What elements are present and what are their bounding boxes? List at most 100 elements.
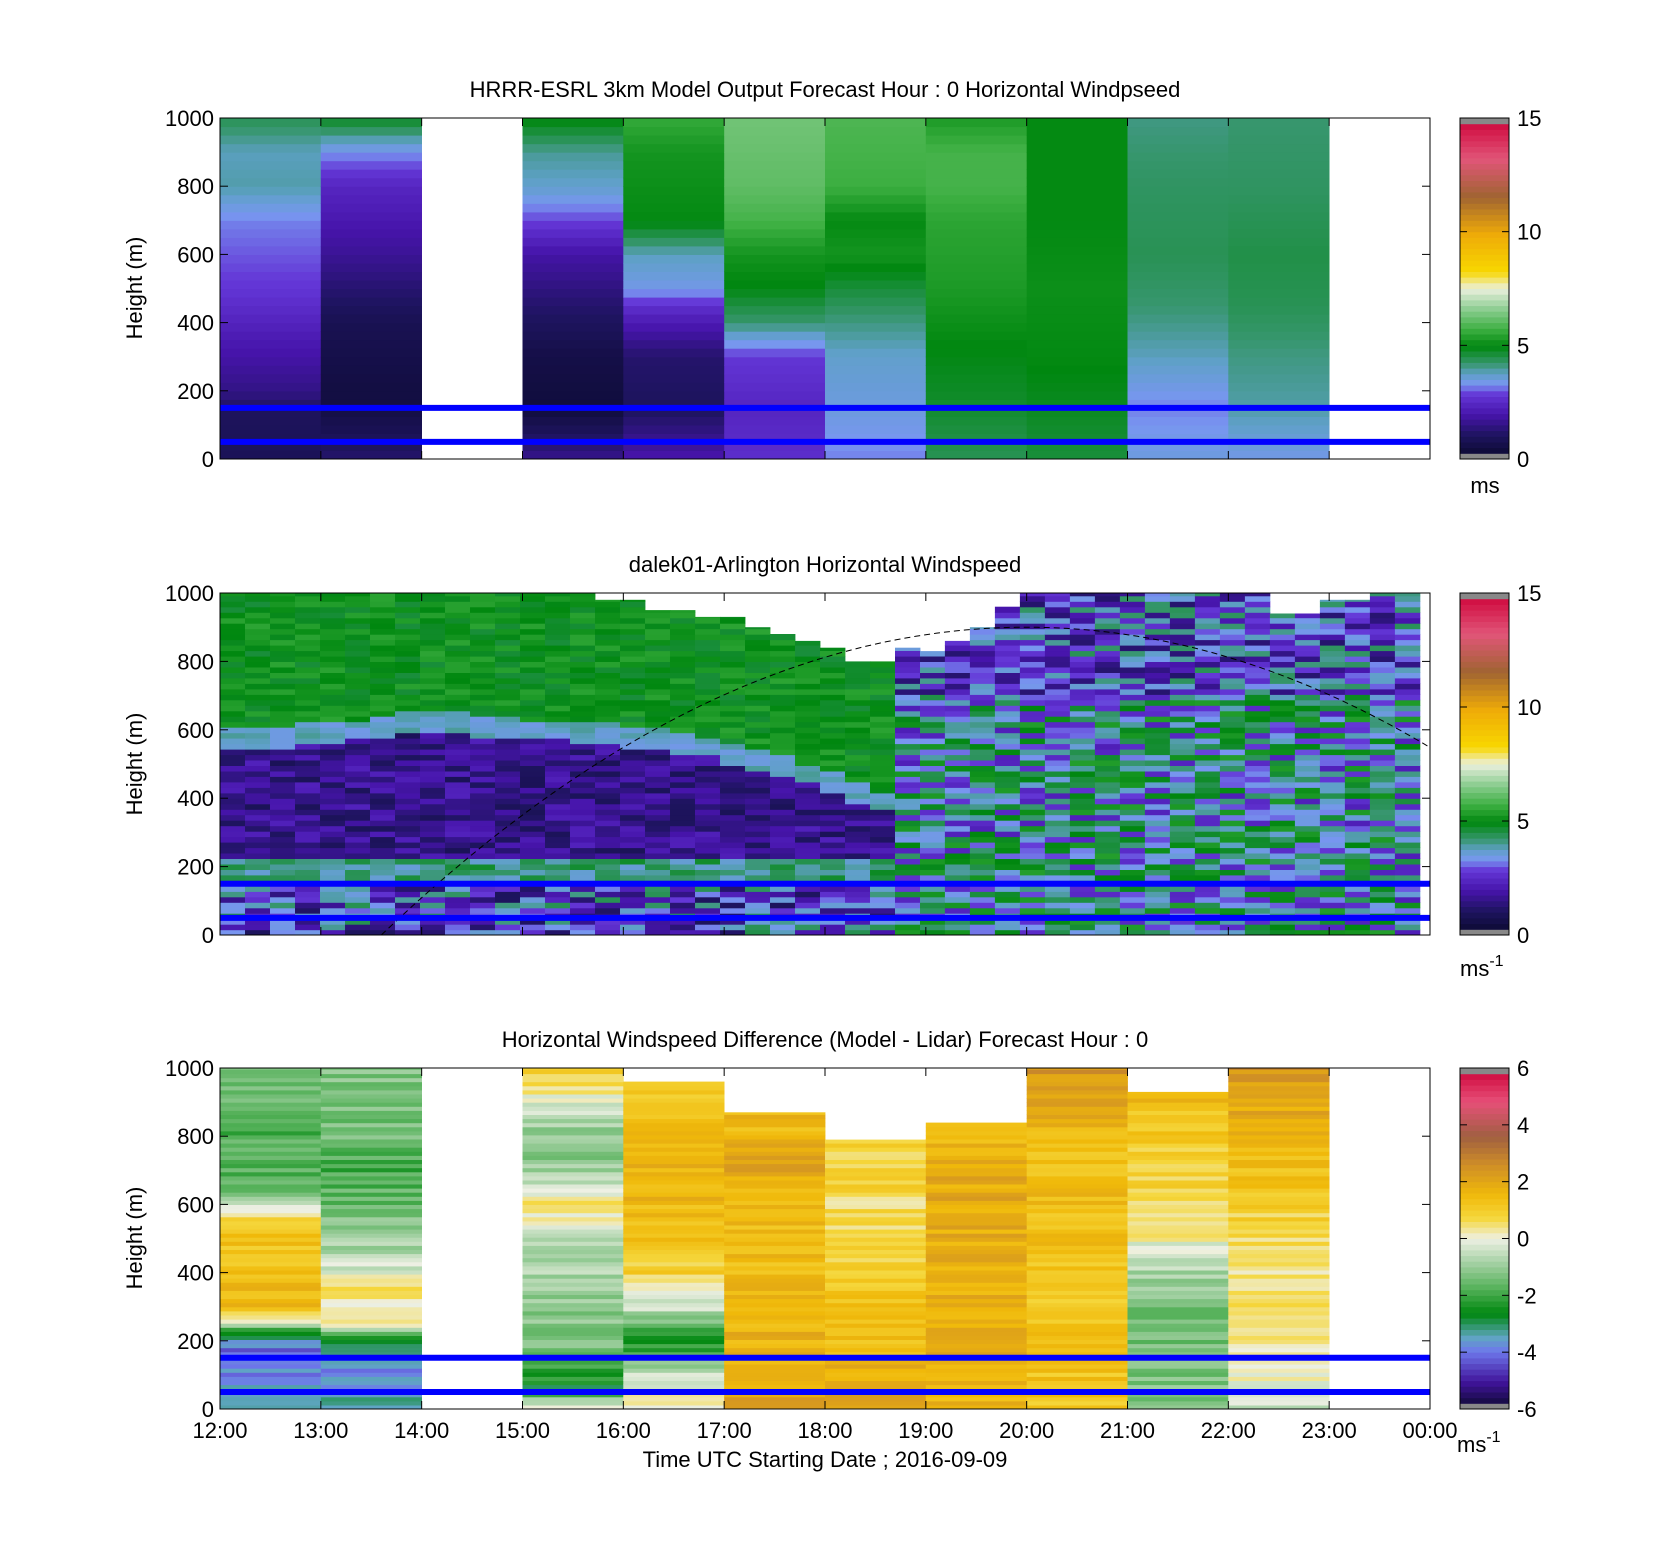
heatmap-cell bbox=[1169, 650, 1196, 657]
heatmap-cell bbox=[1119, 831, 1146, 838]
heatmap-cell bbox=[295, 918, 321, 925]
colorbar-segment bbox=[1460, 413, 1509, 420]
heatmap-cell bbox=[1144, 732, 1171, 739]
heatmap-cell bbox=[720, 655, 746, 662]
heatmap-cell bbox=[522, 194, 624, 204]
panel-model-cells bbox=[220, 118, 1430, 459]
heatmap-cell bbox=[495, 601, 521, 608]
heatmap-cell bbox=[969, 787, 996, 794]
heatmap-cell bbox=[925, 211, 1027, 221]
heatmap-cell bbox=[1369, 787, 1396, 794]
colorbar-segment bbox=[1460, 379, 1509, 386]
heatmap-cell bbox=[1044, 661, 1071, 668]
panel-difference-cells bbox=[220, 1068, 1430, 1409]
heatmap-cell bbox=[795, 705, 821, 712]
heatmap-cell bbox=[545, 820, 571, 827]
heatmap-cell bbox=[295, 874, 321, 881]
colorbar-segment bbox=[1460, 678, 1509, 685]
heatmap-cell bbox=[1119, 847, 1146, 854]
heatmap-cell bbox=[495, 896, 521, 903]
heatmap-cell bbox=[1019, 759, 1046, 766]
heatmap-cell bbox=[220, 1171, 322, 1177]
heatmap-cell bbox=[1228, 1233, 1330, 1238]
heatmap-cell bbox=[720, 809, 746, 816]
heatmap-cell bbox=[724, 1310, 826, 1316]
heatmap-cell bbox=[825, 1298, 927, 1304]
heatmap-cell bbox=[420, 650, 446, 657]
heatmap-cell bbox=[745, 743, 771, 750]
heatmap-cell bbox=[1228, 1200, 1330, 1205]
heatmap-cell bbox=[1169, 847, 1196, 854]
heatmap-cell bbox=[270, 601, 296, 608]
heatmap-cell bbox=[724, 382, 826, 392]
heatmap-cell bbox=[994, 683, 1021, 690]
heatmap-cell bbox=[920, 710, 946, 717]
heatmap-cell bbox=[670, 699, 696, 706]
heatmap-cell bbox=[1319, 869, 1346, 876]
colorbar-segment bbox=[1460, 1392, 1509, 1399]
heatmap-cell bbox=[645, 754, 671, 761]
heatmap-cell bbox=[1169, 891, 1196, 898]
heatmap-cell bbox=[724, 1143, 826, 1148]
heatmap-cell bbox=[420, 634, 446, 641]
heatmap-cell bbox=[1228, 1151, 1330, 1156]
heatmap-cell bbox=[345, 732, 371, 739]
heatmap-cell bbox=[1044, 891, 1071, 898]
heatmap-cell bbox=[944, 792, 971, 799]
heatmap-cell bbox=[220, 407, 322, 417]
heatmap-cell bbox=[345, 699, 371, 706]
heatmap-cell bbox=[825, 1143, 927, 1148]
heatmap-cell bbox=[969, 842, 996, 849]
x-tick-label: 12:00 bbox=[192, 1418, 247, 1443]
heatmap-cell bbox=[1194, 738, 1221, 745]
heatmap-cell bbox=[1026, 177, 1128, 187]
heatmap-cell bbox=[1228, 160, 1330, 170]
heatmap-cell bbox=[1169, 770, 1196, 777]
heatmap-cell bbox=[745, 732, 771, 739]
heatmap-cell bbox=[1394, 770, 1421, 777]
colorbar-segment bbox=[1460, 1374, 1509, 1382]
heatmap-cell bbox=[1069, 907, 1096, 914]
heatmap-cell bbox=[944, 661, 971, 668]
heatmap-cell bbox=[1026, 143, 1128, 153]
heatmap-cell bbox=[845, 738, 871, 745]
heatmap-cell bbox=[1127, 305, 1229, 315]
heatmap-cell bbox=[495, 918, 521, 925]
heatmap-cell bbox=[345, 885, 371, 892]
heatmap-cell bbox=[545, 705, 571, 712]
heatmap-cell bbox=[320, 1368, 422, 1373]
heatmap-cell bbox=[820, 647, 846, 651]
heatmap-cell bbox=[595, 820, 621, 827]
heatmap-cell bbox=[395, 831, 421, 838]
heatmap-cell bbox=[820, 727, 846, 734]
heatmap-cell bbox=[320, 1261, 422, 1267]
heatmap-cell bbox=[620, 727, 646, 734]
heatmap-cell bbox=[845, 918, 871, 925]
heatmap-cell bbox=[520, 677, 546, 684]
heatmap-cell bbox=[825, 160, 927, 170]
y-tick-label: 600 bbox=[177, 242, 214, 267]
heatmap-cell bbox=[570, 601, 596, 608]
colorbar-segment bbox=[1460, 655, 1509, 662]
heatmap-cell bbox=[1169, 776, 1196, 783]
heatmap-cell bbox=[1219, 661, 1246, 668]
heatmap-cell bbox=[1219, 710, 1246, 717]
heatmap-cell bbox=[1044, 716, 1071, 723]
y-tick-label: 800 bbox=[177, 649, 214, 674]
heatmap-cell bbox=[545, 595, 571, 602]
heatmap-cell bbox=[925, 1359, 1027, 1365]
heatmap-cell bbox=[1044, 612, 1071, 619]
heatmap-cell bbox=[920, 814, 946, 821]
heatmap-cell bbox=[220, 152, 322, 162]
heatmap-cell bbox=[320, 1224, 422, 1230]
heatmap-cell bbox=[925, 1188, 1027, 1193]
heatmap-cell bbox=[1228, 237, 1330, 247]
heatmap-cell bbox=[620, 716, 646, 723]
heatmap-cell bbox=[245, 885, 271, 892]
heatmap-cell bbox=[895, 754, 921, 761]
heatmap-cell bbox=[320, 634, 346, 641]
heatmap-cell bbox=[820, 781, 846, 788]
heatmap-cell bbox=[370, 699, 396, 706]
heatmap-cell bbox=[770, 672, 796, 679]
heatmap-cell bbox=[570, 688, 596, 695]
